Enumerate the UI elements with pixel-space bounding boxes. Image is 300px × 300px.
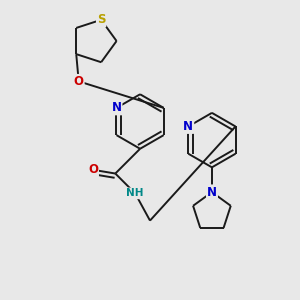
Text: N: N <box>183 120 193 133</box>
Text: N: N <box>112 101 122 114</box>
Text: N: N <box>207 186 217 199</box>
Text: S: S <box>97 13 105 26</box>
Text: O: O <box>74 75 84 88</box>
Text: O: O <box>88 163 98 176</box>
Text: N: N <box>207 186 217 199</box>
Text: NH: NH <box>126 188 144 198</box>
